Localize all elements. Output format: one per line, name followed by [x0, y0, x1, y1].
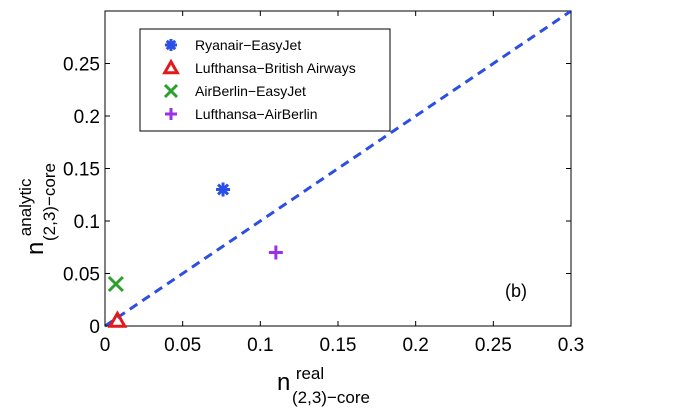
x-tick-label: 0.3: [558, 335, 584, 356]
x-tick-label: 0.05: [164, 335, 201, 356]
y-tick-label: 0.1: [74, 212, 100, 233]
legend-marker-asterisk: [165, 39, 177, 51]
y-tick-label: 0.2: [74, 107, 100, 128]
legend-label: AirBerlin−EasyJet: [195, 83, 306, 99]
legend-marker-triangle: [162, 58, 180, 75]
x-axis-label-sup: real: [296, 364, 324, 383]
y-axis-label-base: n: [22, 242, 49, 255]
data-point-asterisk: [216, 182, 231, 197]
y-tick-label: 0: [89, 317, 100, 338]
x-tick-label: 0: [100, 335, 111, 356]
x-tick-label: 0.2: [402, 335, 428, 356]
x-axis-label-sub: (2,3)−core: [292, 388, 370, 407]
y-axis-label-sup: analytic: [16, 178, 35, 236]
data-point-plus: [268, 245, 283, 260]
legend-label: Lufthansa−British Airways: [195, 60, 356, 76]
x-axis-label: n real: [277, 364, 324, 396]
panel-label: (b): [505, 281, 527, 301]
data-point-triangle: [107, 310, 128, 328]
legend-marker-x: [163, 83, 179, 99]
legend-label: Ryanair−EasyJet: [195, 37, 301, 53]
y-axis-label: n analytic: [16, 178, 49, 255]
reference-line: [104, 9, 572, 328]
y-axis-label-sub: (2,3)−core: [40, 163, 59, 241]
y-tick-label: 0.15: [63, 160, 100, 181]
data-point-x: [107, 275, 124, 293]
legend-label: Lufthansa−AirBerlin: [195, 106, 318, 122]
y-tick-label: 0.25: [63, 55, 100, 76]
x-axis-label-base: n: [277, 369, 290, 396]
x-tick-label: 0.15: [320, 335, 357, 356]
y-tick-label: 0.05: [63, 265, 100, 286]
x-tick-label: 0.1: [247, 335, 273, 356]
x-tick-label: 0.25: [475, 335, 512, 356]
legend-box: [139, 28, 391, 132]
legend-marker-plus: [165, 108, 177, 120]
